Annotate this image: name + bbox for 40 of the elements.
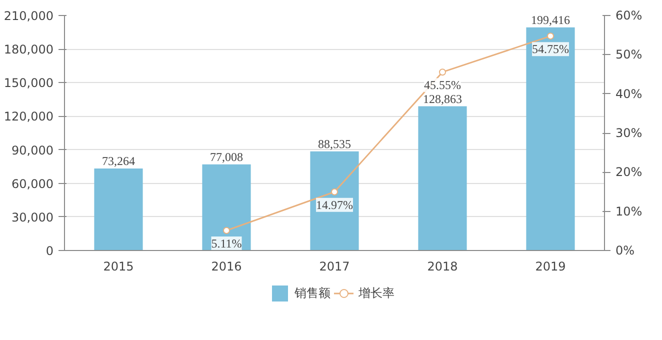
y-tick-label: 150,000 [4, 76, 54, 90]
y-tick-label: 60,000 [12, 176, 54, 191]
x-tick-label: 2017 [319, 260, 350, 274]
point [223, 226, 230, 234]
y-tick-label: 210,000 [4, 9, 54, 23]
data-label: 199,416 [531, 12, 570, 27]
data-label: 5.11% [211, 236, 242, 250]
x-tick-label: 2016 [211, 260, 242, 274]
x-tick-label: 2018 [427, 260, 458, 274]
legend-label: 销售额 [294, 284, 330, 302]
y-tick-label: 180,000 [4, 42, 54, 57]
point [331, 188, 338, 196]
y-tick-label: 0 [46, 244, 54, 258]
y-tick-label: 30,000 [12, 210, 54, 224]
x-tick-label: 2015 [103, 260, 134, 274]
data-label: 54.75% [532, 42, 569, 56]
y2-tick-label: 0% [616, 244, 635, 258]
data-label: 77,008 [210, 150, 243, 164]
y2-tick-label: 60% [616, 8, 642, 22]
y2-tick-label: 50% [616, 48, 642, 62]
bar [418, 106, 467, 250]
data-label: 45.55% [424, 78, 461, 92]
y2-tick-label: 10% [616, 204, 642, 218]
data-label: 128,863 [423, 92, 462, 106]
x-tick-label: 2019 [535, 260, 566, 274]
y2-tick-label: 40% [616, 86, 642, 101]
y-tick-label: 120,000 [4, 110, 54, 124]
y2-tick-label: 30% [616, 126, 642, 140]
bar [94, 168, 143, 250]
point [439, 68, 446, 76]
legend-label: 增长率 [358, 284, 394, 302]
bar [202, 164, 251, 250]
bar [526, 27, 575, 250]
y-tick-label: 90,000 [12, 143, 54, 158]
bar [310, 151, 359, 250]
data-label: 88,535 [318, 136, 351, 151]
data-label: 73,264 [102, 154, 135, 168]
data-label: 14.97% [316, 198, 353, 212]
y2-tick-label: 20% [616, 165, 642, 180]
point [547, 32, 554, 40]
